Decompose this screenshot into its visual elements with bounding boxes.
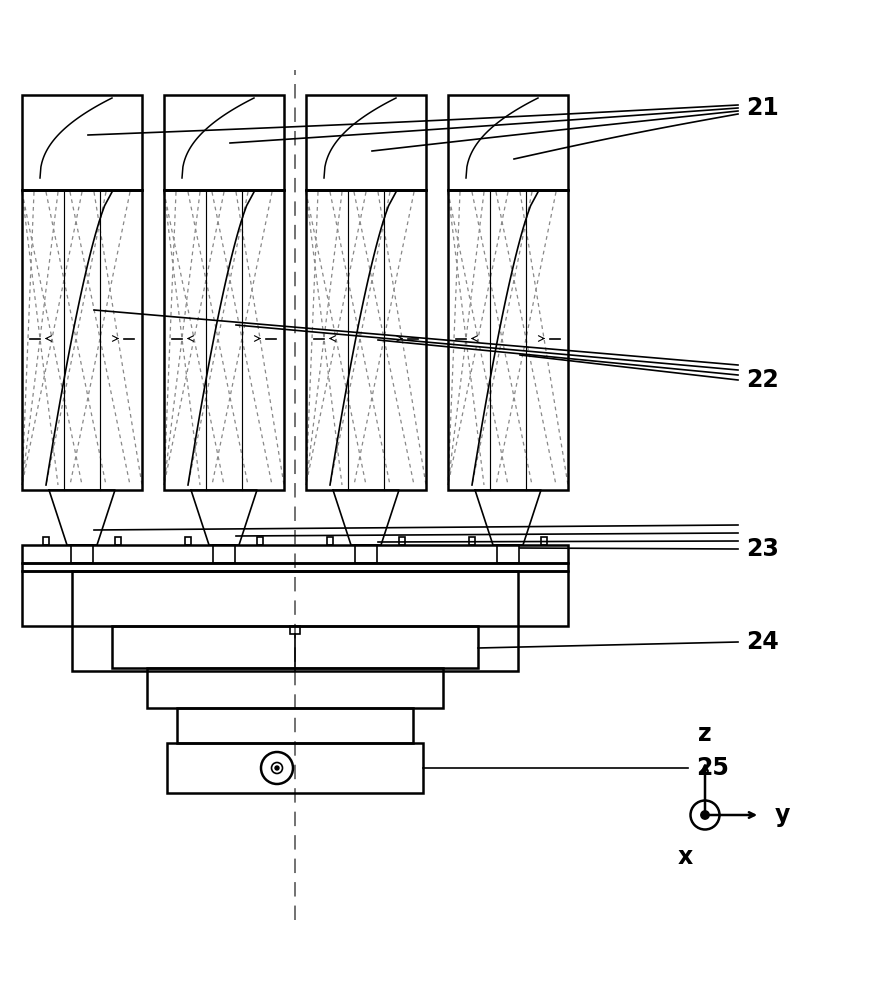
Bar (177, 708, 413, 743)
Bar (497, 545, 519, 563)
Bar (448, 95, 568, 190)
Bar (22, 545, 568, 563)
Bar (147, 668, 443, 708)
Text: 25: 25 (696, 756, 729, 780)
Circle shape (700, 811, 709, 819)
Bar (112, 626, 478, 668)
Bar (22, 563, 568, 571)
Bar (306, 190, 426, 490)
Bar (43, 537, 49, 545)
Text: 24: 24 (746, 630, 779, 654)
Bar (115, 537, 121, 545)
Bar (399, 537, 405, 545)
Bar (257, 537, 263, 545)
Circle shape (275, 766, 279, 770)
Bar (541, 537, 547, 545)
Text: 23: 23 (746, 537, 779, 561)
Bar (22, 95, 142, 190)
Bar (185, 537, 191, 545)
Bar (448, 190, 568, 490)
Bar (306, 95, 426, 190)
Bar (164, 95, 284, 190)
Bar (72, 571, 518, 671)
Bar (356, 545, 377, 563)
Text: z: z (698, 722, 712, 746)
Bar (22, 190, 142, 490)
Bar (164, 190, 284, 490)
Bar (213, 545, 235, 563)
Bar (290, 626, 300, 634)
Text: x: x (678, 845, 693, 869)
Text: y: y (775, 803, 790, 827)
Bar (167, 743, 423, 793)
Bar (22, 571, 568, 626)
Bar (71, 545, 92, 563)
Bar (327, 537, 333, 545)
Text: 22: 22 (746, 368, 779, 392)
Bar (469, 537, 475, 545)
Text: 21: 21 (746, 96, 779, 120)
